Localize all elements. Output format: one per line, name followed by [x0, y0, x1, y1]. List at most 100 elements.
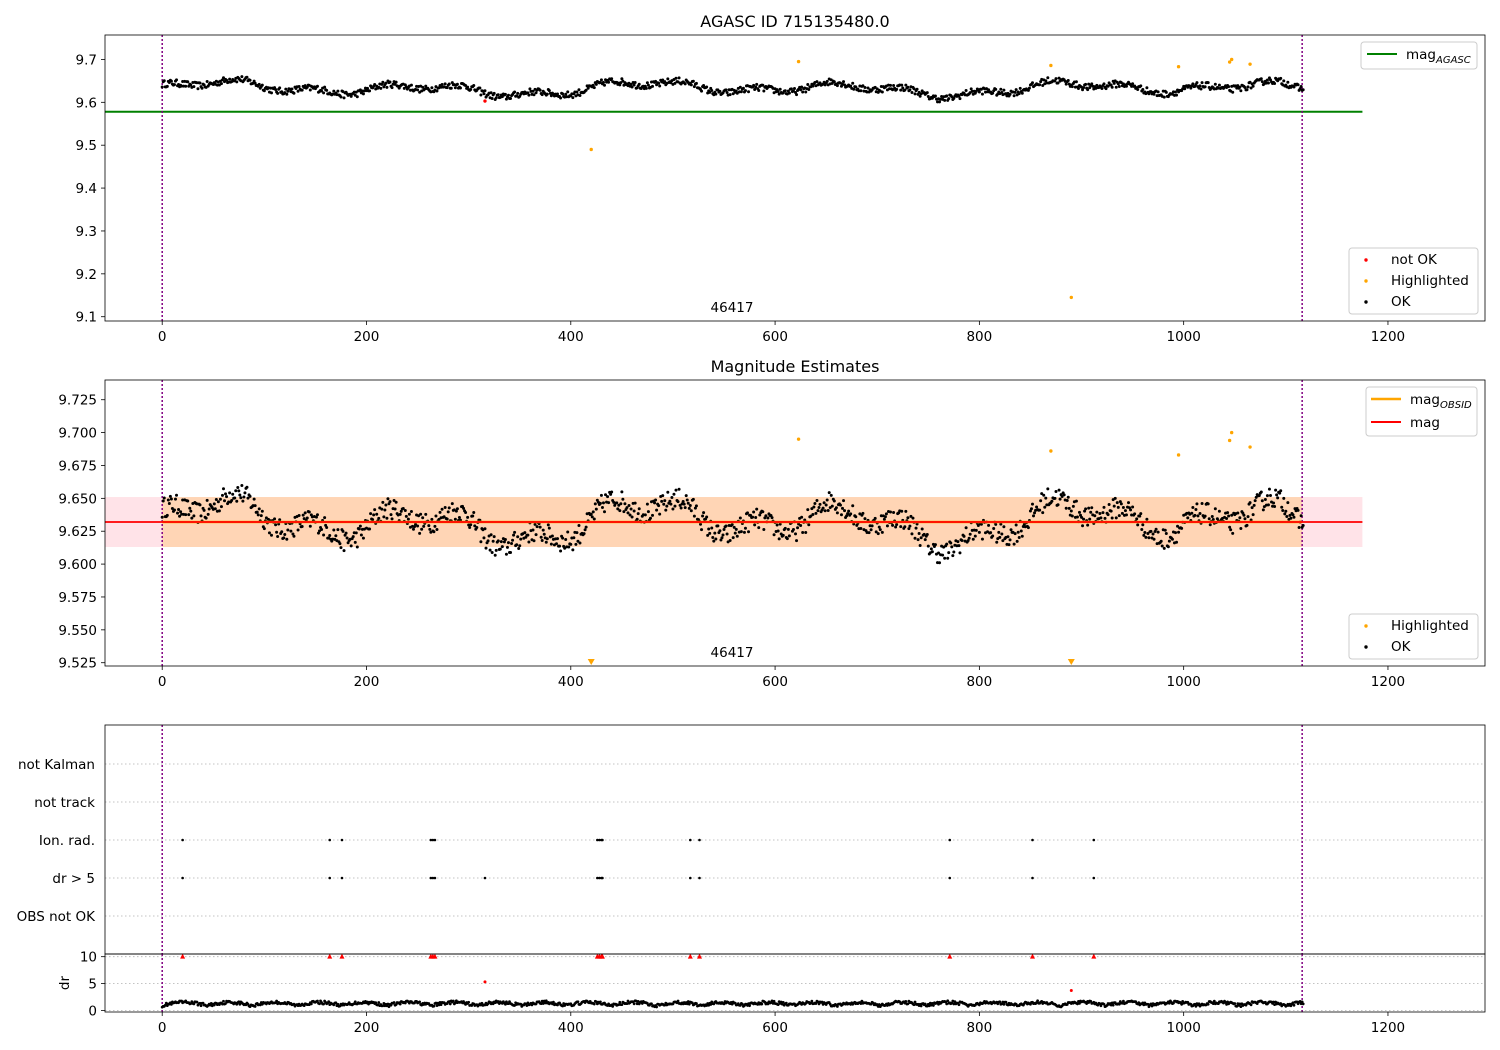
ok-point — [916, 538, 920, 542]
ok-point — [175, 493, 179, 497]
ok-point — [657, 81, 661, 85]
dr-point — [860, 999, 864, 1003]
ok-point — [677, 487, 681, 491]
dr-point — [946, 999, 950, 1003]
ok-point — [1060, 495, 1064, 499]
ok-point — [297, 84, 301, 88]
ok-point — [849, 512, 853, 516]
ok-point — [825, 498, 829, 502]
dr-point — [620, 1003, 624, 1007]
ok-point — [980, 537, 984, 541]
ok-point — [482, 92, 486, 96]
flag-point — [431, 876, 435, 880]
ok-point — [594, 82, 598, 86]
dr-point — [195, 1000, 199, 1004]
dr-axis-label: dr — [57, 975, 73, 990]
ok-point — [219, 82, 223, 86]
ok-point — [344, 531, 348, 535]
dr-point — [418, 1000, 422, 1004]
ok-point — [1198, 84, 1202, 88]
x-tick-label: 0 — [158, 1020, 167, 1036]
ok-point — [478, 86, 482, 90]
ok-point — [240, 483, 244, 487]
y-tick-label: 9.525 — [58, 656, 97, 672]
ok-point — [1239, 89, 1243, 93]
ok-point — [178, 514, 182, 518]
ok-point — [607, 501, 611, 505]
ok-point — [409, 83, 413, 87]
ok-point — [483, 527, 487, 531]
ok-point — [801, 90, 805, 94]
ok-point — [1084, 507, 1088, 511]
ok-point — [160, 515, 164, 519]
ok-point — [757, 88, 761, 92]
ok-point — [369, 512, 373, 516]
ok-point — [394, 80, 398, 84]
ok-point — [1113, 496, 1117, 500]
ok-point — [453, 517, 457, 521]
ok-point — [689, 83, 693, 87]
ok-point — [720, 536, 724, 540]
ok-point — [861, 511, 865, 515]
ok-point — [1198, 512, 1202, 516]
ok-point — [184, 84, 188, 88]
dr-point — [687, 1002, 691, 1006]
ok-point — [490, 550, 494, 554]
ok-point — [496, 93, 500, 97]
ok-point — [877, 525, 881, 529]
flag-point — [429, 876, 433, 880]
ok-point — [302, 517, 306, 521]
ok-point — [835, 511, 839, 515]
ok-point — [379, 86, 383, 90]
ok-point — [918, 94, 922, 98]
ok-point — [165, 513, 169, 517]
ok-point — [1056, 503, 1060, 507]
ok-point — [1131, 505, 1135, 509]
ok-point — [629, 507, 633, 511]
ok-point — [1109, 83, 1113, 87]
dr-point — [1194, 1004, 1198, 1008]
ok-point — [1062, 493, 1066, 497]
ok-point — [1210, 515, 1214, 519]
ok-point — [762, 89, 766, 93]
ok-point — [1281, 509, 1285, 513]
ok-point — [316, 531, 320, 535]
ok-point — [919, 536, 923, 540]
ok-point — [1042, 493, 1046, 497]
ok-point — [1284, 509, 1288, 513]
ok-point — [472, 83, 476, 87]
ok-point — [676, 500, 680, 504]
highlighted-point — [796, 437, 801, 441]
ok-point — [842, 499, 846, 503]
ok-point — [1015, 539, 1019, 543]
ok-point — [1245, 523, 1249, 527]
ok-point — [806, 508, 810, 512]
ok-point — [308, 524, 312, 528]
ok-point — [172, 83, 176, 87]
ok-point — [252, 497, 256, 501]
ok-point — [421, 85, 425, 89]
ok-point — [1301, 88, 1305, 92]
ok-point — [1245, 88, 1249, 92]
ok-point — [1195, 81, 1199, 85]
dr-point — [952, 1002, 956, 1006]
ok-point — [754, 516, 758, 520]
flag-point — [948, 838, 952, 842]
ok-point — [1035, 505, 1039, 509]
ok-point — [269, 533, 273, 537]
ok-point — [1289, 516, 1293, 520]
x-tick-label: 600 — [762, 329, 788, 345]
ok-point — [559, 96, 563, 100]
ok-point — [1106, 513, 1110, 517]
ok-point — [732, 525, 736, 529]
ok-point — [488, 548, 492, 552]
ok-point — [725, 532, 729, 536]
ok-point — [700, 89, 704, 93]
ok-point — [933, 94, 937, 98]
ok-point — [262, 89, 266, 93]
x-tick-label: 600 — [762, 1020, 788, 1036]
ok-point — [662, 502, 666, 506]
ok-point — [1156, 530, 1160, 534]
ok-point — [1066, 79, 1070, 83]
highlighted-point — [1069, 295, 1074, 300]
